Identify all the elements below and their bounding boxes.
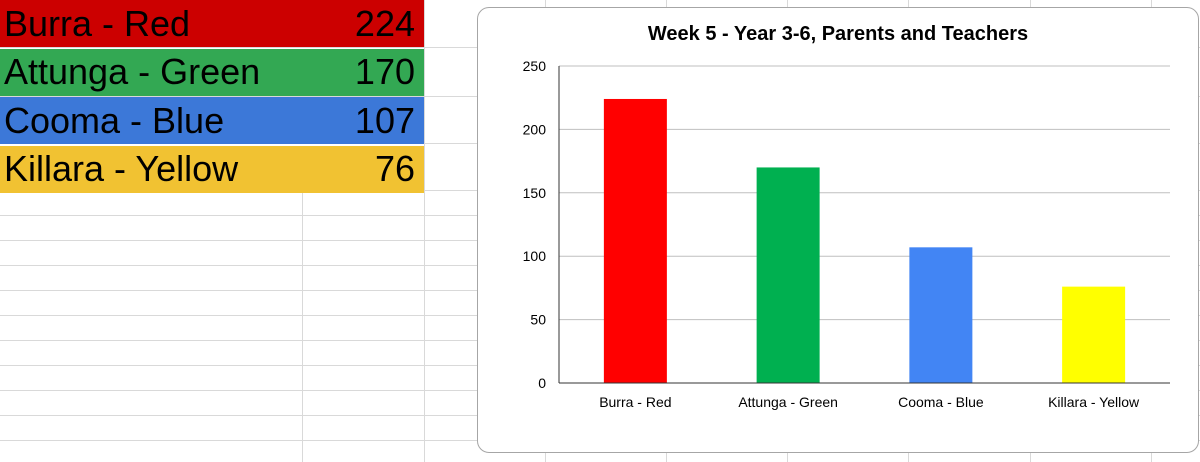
y-tick-label: 50 xyxy=(530,312,546,328)
y-tick-label: 250 xyxy=(523,58,547,74)
bar-chart-card[interactable]: Week 5 - Year 3-6, Parents and Teachers … xyxy=(477,7,1199,453)
y-tick-label: 150 xyxy=(523,185,547,201)
cell-points[interactable]: 224 xyxy=(354,2,415,44)
cell-house-name[interactable]: Burra - Red xyxy=(4,2,191,44)
x-tick-label: Burra - Red xyxy=(599,394,671,410)
cell-points[interactable]: 107 xyxy=(354,99,415,141)
bar-attunga-green[interactable] xyxy=(756,167,820,383)
x-tick-label: Cooma - Blue xyxy=(898,394,984,410)
cell-house-name[interactable]: Attunga - Green xyxy=(4,51,261,92)
cell-house-name[interactable]: Cooma - Blue xyxy=(4,99,225,141)
cell-points[interactable]: 76 xyxy=(374,148,415,189)
bar-chart: Week 5 - Year 3-6, Parents and Teachers … xyxy=(523,23,1170,410)
chart-title: Week 5 - Year 3-6, Parents and Teachers xyxy=(648,23,1028,45)
cell-points[interactable]: 170 xyxy=(354,51,415,92)
x-tick-label: Killara - Yellow xyxy=(1048,394,1140,410)
bar-killara-yellow[interactable] xyxy=(1062,286,1126,383)
y-tick-label: 200 xyxy=(523,121,547,137)
table-row-burra[interactable]: Burra - Red 224 xyxy=(0,0,424,47)
table-row-cooma[interactable]: Cooma - Blue 107 xyxy=(0,97,424,144)
table-row-attunga[interactable]: Attunga - Green 170 xyxy=(0,48,424,96)
y-tick-label: 100 xyxy=(523,248,547,264)
cell-house-name[interactable]: Killara - Yellow xyxy=(4,148,239,189)
house-points-table: Burra - Red 224 Attunga - Green 170 Coom… xyxy=(0,0,424,194)
bar-cooma-blue[interactable] xyxy=(909,247,973,383)
x-tick-label: Attunga - Green xyxy=(738,394,838,410)
bar-burra-red[interactable] xyxy=(603,98,667,383)
y-tick-label: 0 xyxy=(538,375,546,391)
table-row-killara[interactable]: Killara - Yellow 76 xyxy=(0,145,424,193)
